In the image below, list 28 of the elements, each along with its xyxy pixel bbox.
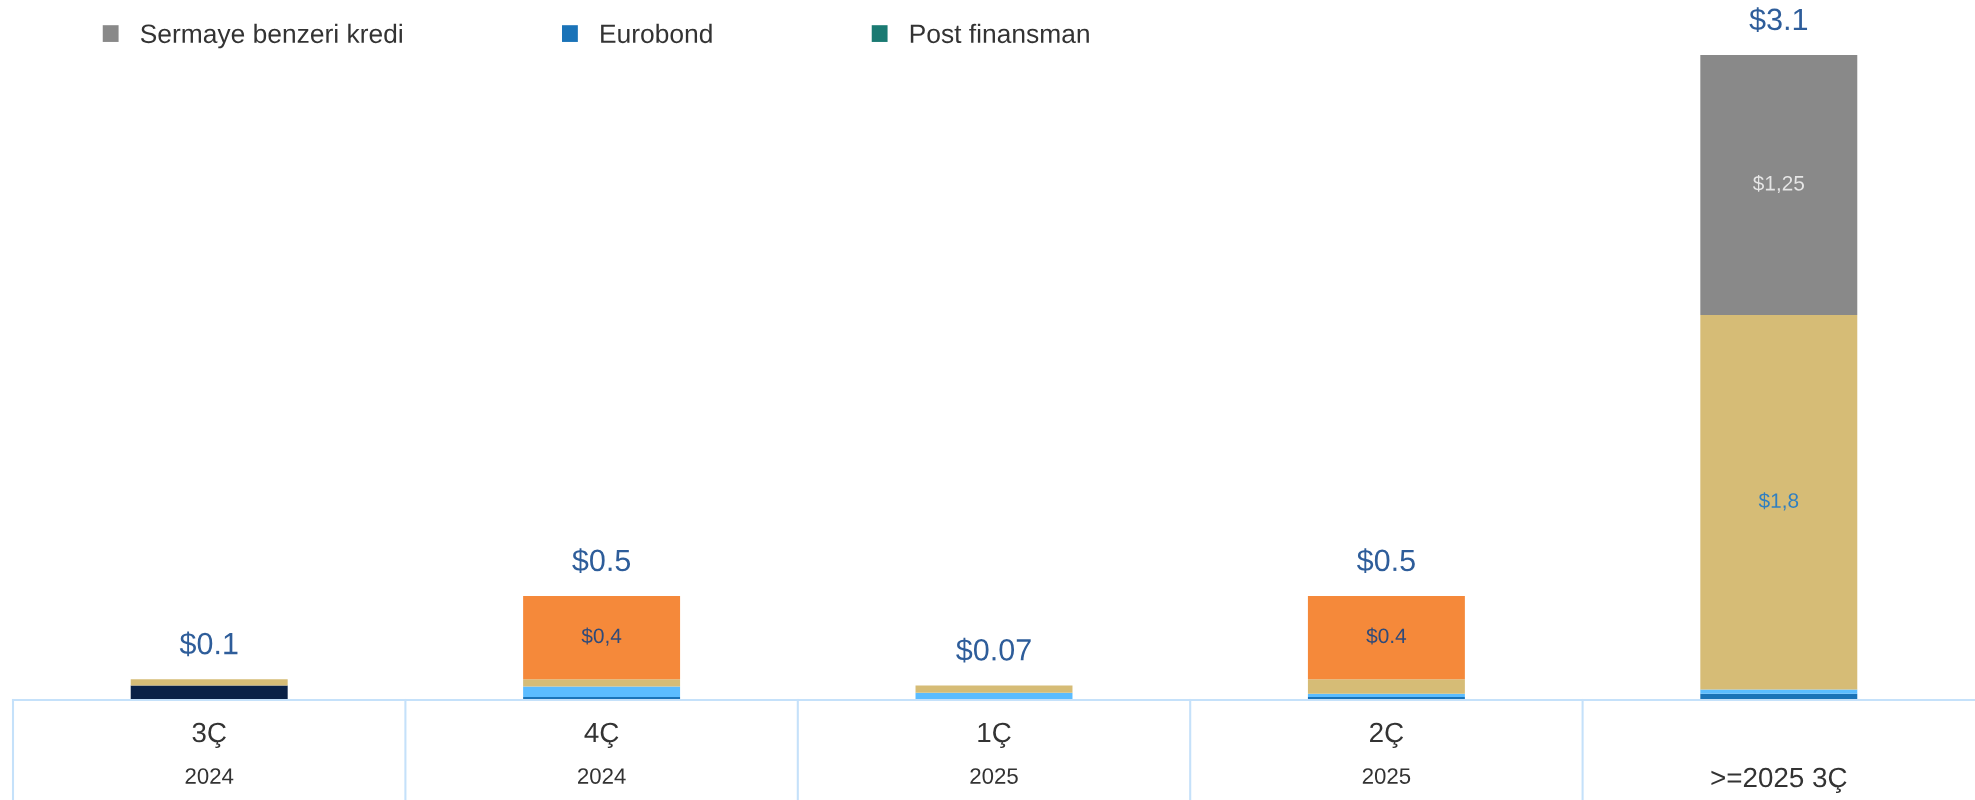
- legend-label: Eurobond: [601, 23, 712, 44]
- bar: [523, 679, 681, 687]
- total-label: $0.5: [1357, 548, 1415, 574]
- bar: [1700, 55, 1858, 316]
- bar: [130, 679, 288, 686]
- data-label: $1,25: [1752, 175, 1804, 194]
- total-label: $0.07: [956, 637, 1031, 663]
- bar: [1700, 315, 1858, 690]
- legend-label: Sermaye benzeri kredi: [140, 23, 402, 49]
- total-label: $3.1: [1749, 7, 1808, 33]
- x-tick-label: 4Ç 2024: [578, 722, 626, 784]
- bar: [523, 595, 681, 680]
- x-tick-label: 2Ç 2025: [1362, 722, 1411, 784]
- bar: [1307, 595, 1465, 680]
- data-label: $0,4: [581, 627, 622, 646]
- total-label: $0.1: [179, 631, 238, 657]
- x-tick-label: 1Ç 2025: [970, 722, 1018, 784]
- legend-label: Post finansman: [910, 23, 1089, 44]
- total-label: $0.5: [572, 548, 631, 574]
- bar: [915, 685, 1073, 693]
- data-label: $0.4: [1366, 627, 1407, 645]
- bar: [130, 685, 288, 700]
- x-tick-label: >=2025 3Ç: [1711, 767, 1847, 793]
- x-tick-label: 3Ç 2024: [185, 722, 234, 784]
- data-label: $1,8: [1758, 492, 1799, 511]
- bar: [1700, 689, 1858, 694]
- bar: [1307, 679, 1465, 694]
- bar: [523, 686, 681, 697]
